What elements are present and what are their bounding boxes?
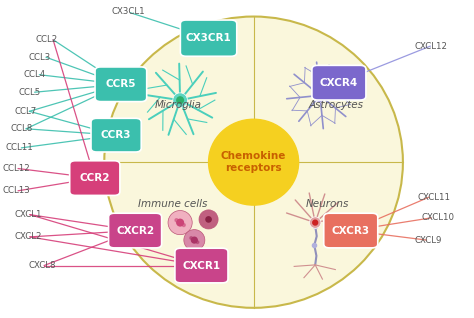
Ellipse shape <box>168 211 192 235</box>
Ellipse shape <box>313 220 318 225</box>
Ellipse shape <box>173 93 187 107</box>
Text: CXCL12: CXCL12 <box>415 42 448 51</box>
FancyBboxPatch shape <box>91 118 141 152</box>
Text: CX3CL1: CX3CL1 <box>111 7 145 16</box>
Text: CCR2: CCR2 <box>80 173 110 183</box>
FancyBboxPatch shape <box>324 213 378 248</box>
Text: CXCL8: CXCL8 <box>28 261 56 270</box>
Ellipse shape <box>196 241 199 244</box>
Ellipse shape <box>310 217 321 228</box>
Text: Neurons: Neurons <box>305 198 349 209</box>
Text: CXCR1: CXCR1 <box>182 260 220 271</box>
Ellipse shape <box>184 230 205 251</box>
Ellipse shape <box>206 217 211 222</box>
Text: CCL13: CCL13 <box>2 186 30 195</box>
Text: CCL11: CCL11 <box>6 143 34 152</box>
FancyBboxPatch shape <box>312 66 366 100</box>
Ellipse shape <box>179 220 182 223</box>
Ellipse shape <box>313 88 327 102</box>
Ellipse shape <box>177 219 183 226</box>
Ellipse shape <box>191 237 197 243</box>
Text: CXCR4: CXCR4 <box>320 78 358 88</box>
Text: CXCL2: CXCL2 <box>14 232 42 241</box>
Text: CCL7: CCL7 <box>14 107 36 116</box>
Text: CCL3: CCL3 <box>28 53 51 62</box>
Text: CXCR2: CXCR2 <box>116 225 154 236</box>
Text: CXCL9: CXCL9 <box>415 236 442 245</box>
FancyBboxPatch shape <box>70 161 120 195</box>
Text: Astrocytes: Astrocytes <box>309 100 364 110</box>
Ellipse shape <box>182 224 185 226</box>
Ellipse shape <box>193 238 196 240</box>
Text: CXCL10: CXCL10 <box>422 213 455 222</box>
Ellipse shape <box>104 17 403 308</box>
Text: CCL2: CCL2 <box>36 35 58 44</box>
Text: CCL5: CCL5 <box>19 88 41 97</box>
Text: Chemokine
receptors: Chemokine receptors <box>221 151 286 173</box>
Text: CXCL1: CXCL1 <box>14 210 42 219</box>
Text: CCL12: CCL12 <box>2 164 30 173</box>
FancyBboxPatch shape <box>95 67 147 102</box>
Ellipse shape <box>209 119 299 205</box>
Ellipse shape <box>190 237 192 239</box>
Text: CX3CR1: CX3CR1 <box>186 33 231 43</box>
Text: CXCL11: CXCL11 <box>417 193 450 202</box>
FancyBboxPatch shape <box>180 20 237 56</box>
Ellipse shape <box>317 92 323 99</box>
Ellipse shape <box>199 210 218 229</box>
Text: CCR3: CCR3 <box>101 130 131 140</box>
Ellipse shape <box>177 97 183 103</box>
Ellipse shape <box>175 219 178 222</box>
Text: Immune cells: Immune cells <box>138 198 208 209</box>
Text: CCR5: CCR5 <box>106 79 136 89</box>
Text: Microglia: Microglia <box>154 100 201 110</box>
FancyBboxPatch shape <box>175 248 228 283</box>
Text: CCL8: CCL8 <box>10 124 33 133</box>
Text: CXCR3: CXCR3 <box>332 225 370 236</box>
FancyBboxPatch shape <box>109 213 162 248</box>
Text: CCL4: CCL4 <box>24 70 46 79</box>
